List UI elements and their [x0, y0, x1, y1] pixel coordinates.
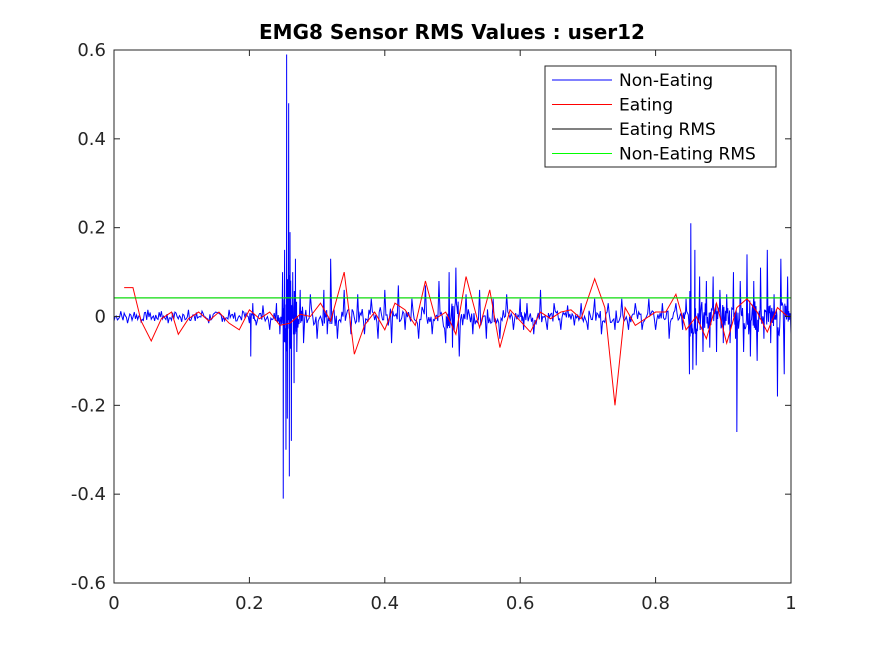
- legend-label: Non-Eating RMS: [619, 145, 756, 165]
- y-tick-label: -0.4: [71, 484, 106, 505]
- y-tick-label: 0.2: [77, 218, 106, 239]
- y-tick-label: 0: [95, 307, 106, 328]
- series-line-non-eating: [114, 54, 791, 499]
- y-tick-label: -0.6: [71, 573, 106, 594]
- legend-label: Eating RMS: [619, 120, 716, 140]
- x-tick-label: 1: [785, 593, 796, 614]
- y-tick-label: 0.6: [77, 40, 106, 61]
- legend-box: [544, 65, 777, 168]
- y-tick-label: 0.4: [77, 129, 106, 150]
- x-tick-label: 0.4: [370, 593, 399, 614]
- y-tick-label: -0.2: [71, 395, 106, 416]
- x-tick-label: 0: [108, 593, 119, 614]
- series-line-eating: [124, 271, 788, 406]
- x-tick-label: 0.8: [641, 593, 670, 614]
- legend: Non-Eating Eating Eating RMS Non-Eating RMS: [544, 65, 777, 168]
- series-layer: [114, 54, 791, 499]
- legend-label: Eating: [619, 96, 673, 116]
- axis-ticks: 0 0.2 0.4 0.6 0.8 1 -0.6 -0.4 -0.2 0 0.2 0.4 0.6: [71, 40, 797, 614]
- x-tick-label: 0.2: [235, 593, 264, 614]
- x-tick-label: 0.6: [506, 593, 535, 614]
- chart-title: EMG8 Sensor RMS Values : user12: [259, 20, 645, 44]
- legend-label: Non-Eating: [619, 71, 713, 91]
